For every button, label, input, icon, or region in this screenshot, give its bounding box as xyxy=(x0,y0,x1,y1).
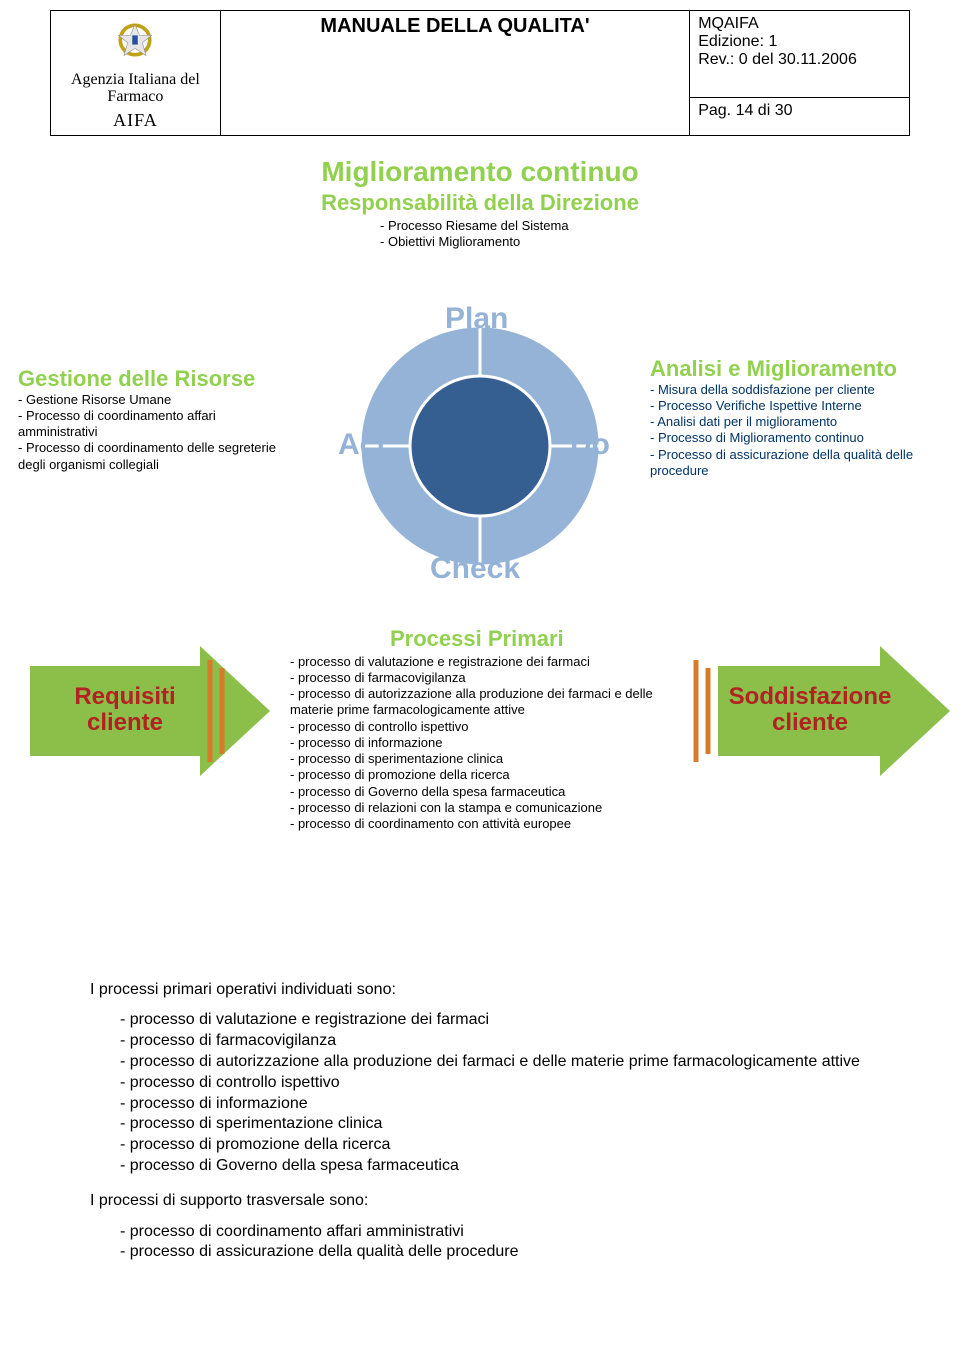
analisi-miglioramento-title: Analisi e Miglioramento xyxy=(650,356,950,382)
rd-item: - Obiettivi Miglioramento xyxy=(380,234,640,250)
document-title: MANUALE DELLA QUALITA' xyxy=(220,11,689,136)
list-item: - processo di informazione xyxy=(290,735,680,751)
primary-intro: I processi primari operativi individuati… xyxy=(90,980,870,1001)
list-item: - processo di relazioni con la stampa e … xyxy=(290,800,680,816)
list-item: processo di controllo ispettivo xyxy=(120,1073,870,1094)
primary-processes-list: processo di valutazione e registrazione … xyxy=(90,1010,870,1176)
list-item: processo di farmacovigilanza xyxy=(120,1031,870,1052)
pdca-cycle: Plan Do Check Act xyxy=(330,296,630,596)
list-item: - Gestione Risorse Umane xyxy=(18,392,298,408)
list-item: - processo di autorizzazione alla produz… xyxy=(290,686,680,719)
list-item: - processo di sperimentazione clinica xyxy=(290,751,680,767)
requisiti-cliente-label: Requisiti cliente xyxy=(55,684,195,737)
agency-name-line1: Agenzia Italiana del xyxy=(71,71,200,88)
rd-item: - Processo Riesame del Sistema xyxy=(380,218,640,234)
pdca-check: Check xyxy=(430,552,520,586)
list-item: processo di valutazione e registrazione … xyxy=(120,1010,870,1031)
list-item: - Misura della soddisfazione per cliente xyxy=(650,382,950,398)
body-text: I processi primari operativi individuati… xyxy=(90,980,870,1264)
analisi-miglioramento-items: - Misura della soddisfazione per cliente… xyxy=(650,382,950,480)
processi-primari-title: Processi Primari xyxy=(390,626,564,652)
meta-rev: Rev.: 0 del 30.11.2006 xyxy=(698,51,901,69)
processi-primari-items: - processo di valutazione e registrazion… xyxy=(290,654,680,833)
header-meta-page: Pag. 14 di 30 xyxy=(690,98,910,135)
list-item: - Processo di coordinamento affari ammin… xyxy=(18,408,298,441)
list-item: processo di autorizzazione alla produzio… xyxy=(120,1052,870,1073)
gestione-risorse-items: - Gestione Risorse Umane - Processo di c… xyxy=(18,392,298,473)
list-item: processo di sperimentazione clinica xyxy=(120,1114,870,1135)
pdca-plan: Plan xyxy=(445,302,508,336)
header-logo-cell: Agenzia Italiana del Farmaco AIFA xyxy=(51,11,221,136)
support-intro: I processi di supporto trasversale sono: xyxy=(90,1191,870,1212)
list-item: processo di coordinamento affari amminis… xyxy=(120,1222,870,1243)
soddisfazione-cliente-label: Soddisfazione cliente xyxy=(715,684,905,737)
italian-emblem-icon xyxy=(112,17,158,63)
responsabilita-direzione-title: Responsabilità della Direzione xyxy=(300,190,660,216)
list-item: - processo di farmacovigilanza xyxy=(290,670,680,686)
list-item: - Processo di assicurazione della qualit… xyxy=(650,447,950,480)
meta-edition: Edizione: 1 xyxy=(698,33,901,51)
list-item: - processo di promozione della ricerca xyxy=(290,767,680,783)
list-item: - processo di coordinamento con attività… xyxy=(290,816,680,832)
list-item: - processo di controllo ispettivo xyxy=(290,719,680,735)
list-item: - Analisi dati per il miglioramento xyxy=(650,414,950,430)
list-item: - processo di Governo della spesa farmac… xyxy=(290,784,680,800)
pdca-do: Do xyxy=(570,428,610,462)
document-header: Agenzia Italiana del Farmaco AIFA MANUAL… xyxy=(50,10,910,136)
list-item: - Processo di Miglioramento continuo xyxy=(650,430,950,446)
list-item: - processo di valutazione e registrazion… xyxy=(290,654,680,670)
support-processes-list: processo di coordinamento affari amminis… xyxy=(90,1222,870,1264)
gestione-risorse-block: Gestione delle Risorse - Gestione Risors… xyxy=(18,366,298,473)
pdca-act: Act xyxy=(338,428,386,462)
list-item: - Processo Verifiche Ispettive Interne xyxy=(650,398,950,414)
list-item: processo di assicurazione della qualità … xyxy=(120,1242,870,1263)
quality-diagram: Miglioramento continuo Responsabilità de… xyxy=(0,136,960,956)
gestione-risorse-title: Gestione delle Risorse xyxy=(18,366,298,392)
miglioramento-continuo-title: Miglioramento continuo xyxy=(280,156,680,188)
list-item: processo di informazione xyxy=(120,1094,870,1115)
agency-name-line2: Farmaco xyxy=(107,88,163,105)
aifa-mark: AIFA xyxy=(59,110,212,131)
list-item: processo di promozione della ricerca xyxy=(120,1135,870,1156)
meta-code: MQAIFA xyxy=(698,15,901,33)
list-item: - Processo di coordinamento delle segret… xyxy=(18,440,298,473)
analisi-miglioramento-block: Analisi e Miglioramento - Misura della s… xyxy=(650,356,950,480)
header-meta-top: MQAIFA Edizione: 1 Rev.: 0 del 30.11.200… xyxy=(690,11,910,98)
rd-items: - Processo Riesame del Sistema - Obietti… xyxy=(380,218,640,251)
list-item: processo di Governo della spesa farmaceu… xyxy=(120,1156,870,1177)
